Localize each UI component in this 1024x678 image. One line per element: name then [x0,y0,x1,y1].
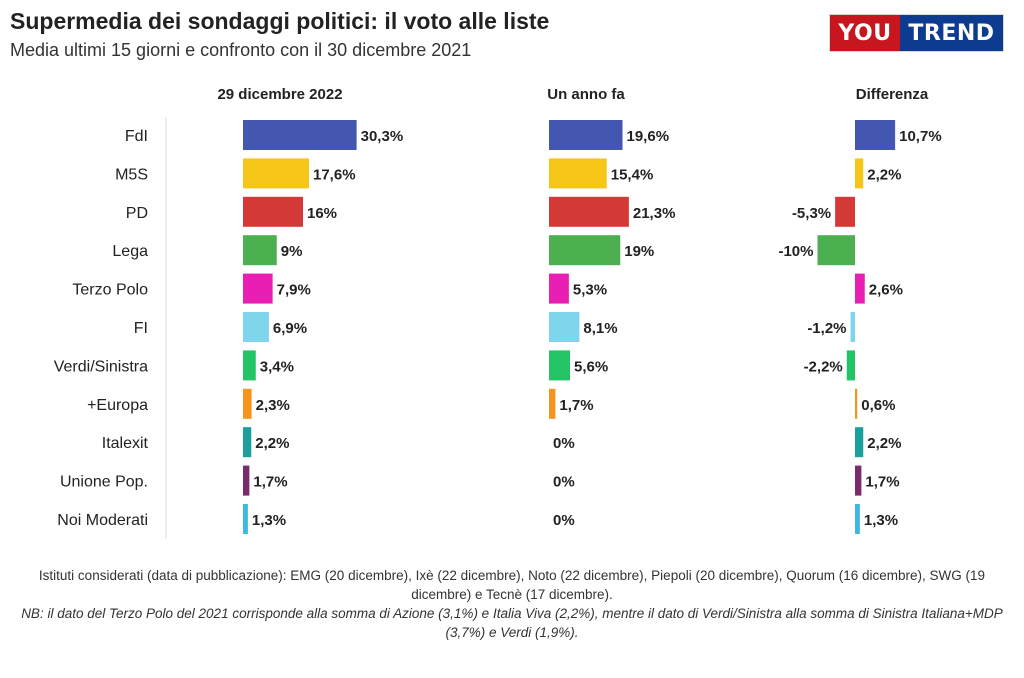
value-label: 1,3% [252,512,286,529]
value-label: 6,9% [273,320,307,337]
value-label: 0% [553,474,575,491]
category-label: Terzo Polo [72,282,148,299]
value-label: 8,1% [583,320,617,337]
bar [549,273,569,304]
category-label: Verdi/Sinistra [54,358,148,375]
value-label: -10% [778,243,813,260]
panel-title: 29 dicembre 2022 [217,86,342,103]
bar [549,350,570,381]
bar [549,312,580,342]
category-label: +Europa [87,397,148,414]
category-label: M5S [115,166,148,183]
bar [243,465,250,496]
value-label: 1,3% [864,512,898,529]
value-label: 21,3% [633,205,676,222]
value-label: -2,2% [804,358,843,375]
category-label: Noi Moderati [57,512,148,529]
chart-subtitle: Media ultimi 15 giorni e confronto con i… [10,40,472,60]
bar [855,504,860,534]
bar [243,350,256,381]
bar [855,158,864,189]
value-label: 15,4% [611,166,654,183]
category-label: PD [126,205,148,222]
bar [855,388,858,419]
category-label: Lega [112,243,148,260]
value-label: 2,3% [256,397,290,414]
nb-note: NB: il dato del Terzo Polo del 2021 corr… [21,606,1003,640]
bar [243,312,269,342]
value-label: 17,6% [313,166,356,183]
bar [243,273,273,304]
value-label: 2,2% [867,166,901,183]
value-label: 9% [281,243,303,260]
bar [243,235,277,266]
value-label: 7,9% [277,282,311,299]
chart-notes: Istituti considerati (data di pubblicazi… [0,566,1024,642]
bar [855,465,862,496]
value-label: 19% [624,243,654,260]
bar [549,235,621,266]
value-label: 10,7% [899,128,942,145]
bar [243,427,252,458]
value-label: 1,7% [253,474,287,491]
category-label: Italexit [102,435,149,452]
bar [817,235,855,266]
value-label: 3,4% [260,358,294,375]
value-label: 19,6% [627,128,670,145]
chart-title: Supermedia dei sondaggi politici: il vot… [10,8,550,34]
bar [835,196,855,227]
bar [855,427,864,458]
panel-title: Un anno fa [547,86,625,103]
bar [243,388,252,419]
value-label: 2,2% [867,435,901,452]
bar [243,504,248,534]
bar [243,158,309,189]
value-label: 2,2% [255,435,289,452]
category-label: FdI [125,128,148,145]
bar [846,350,855,381]
sources-note: Istituti considerati (data di pubblicazi… [38,568,986,602]
value-label: 1,7% [865,474,899,491]
bar [549,196,629,227]
youtrend-logo: YOU TREND [829,14,1004,52]
category-label: Unione Pop. [60,474,148,491]
value-label: 30,3% [361,128,404,145]
value-label: -5,3% [792,205,831,222]
panel-title: Differenza [856,86,929,103]
value-label: 1,7% [559,397,593,414]
bar [243,120,357,150]
value-label: 0% [553,435,575,452]
bar [549,388,556,419]
value-label: 0% [553,512,575,529]
value-label: 0,6% [861,397,895,414]
bar [855,120,896,150]
value-label: 16% [307,205,337,222]
value-label: 2,6% [869,282,903,299]
bar [243,196,303,227]
category-label: FI [134,320,148,337]
bar [850,312,855,342]
bar [549,158,607,189]
logo-you: YOU [830,15,900,51]
value-label: 5,6% [574,358,608,375]
value-label: -1,2% [807,320,846,337]
bar [855,273,865,304]
bar-chart: FdI M5S PD Lega Terzo Polo FI Verdi/Sinistra +E… [54,86,942,538]
value-label: 5,3% [573,282,607,299]
logo-trend: TREND [900,15,1003,51]
bar [549,120,623,150]
